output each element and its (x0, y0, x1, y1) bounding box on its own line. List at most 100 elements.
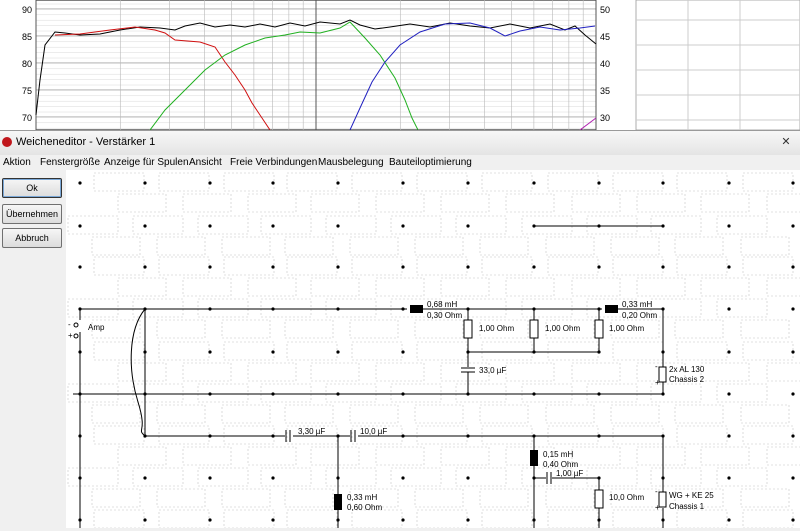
wires (73, 225, 664, 528)
grid-cell (414, 404, 464, 424)
grid-cell (351, 341, 403, 361)
speaker-chassis1[interactable] (658, 491, 667, 508)
grid-cell (91, 404, 141, 424)
grid-cell (521, 215, 573, 235)
grid-cell (676, 341, 728, 361)
capacitor-c3[interactable] (350, 430, 356, 442)
amp-minus-sign: - (68, 320, 71, 329)
chassis2-name: 2x AL 130 (669, 365, 705, 374)
grid-node (271, 350, 275, 354)
ok-button[interactable]: Ok (2, 178, 62, 198)
chassis1-plus-sign: + (655, 503, 660, 512)
grid-cell (91, 319, 141, 339)
apply-button[interactable]: Übernehmen (2, 204, 62, 224)
grid-cell (197, 215, 249, 235)
l2-resistance: 0,20 Ohm (622, 311, 657, 320)
grid-cell (349, 319, 399, 339)
inductor-l3[interactable] (530, 450, 538, 466)
grid-cell (742, 509, 794, 529)
grid-node (336, 265, 340, 269)
menu-bauteiloptimierung[interactable]: Bauteiloptimierung (389, 157, 472, 168)
app-icon (2, 137, 12, 147)
schematic-canvas[interactable]: - + Amp 0,68 mH 0,30 Ohm 0,33 mH 0,20 Oh… (66, 170, 800, 531)
grid-node (727, 265, 731, 269)
grid-node (208, 224, 212, 228)
menu-fenstergroesse[interactable]: Fenstergröße (40, 157, 101, 168)
plot-grid (35, 0, 597, 130)
chassis2-label: Chassis 2 (669, 375, 705, 384)
grid-cell (349, 404, 399, 424)
inductor-l4[interactable] (334, 494, 342, 510)
amp-plus-sign: + (68, 331, 73, 340)
grid-cell (547, 425, 599, 445)
grid-node (143, 265, 147, 269)
grid-cell (455, 298, 507, 318)
grid-cell (286, 509, 338, 529)
capacitor-c4[interactable] (546, 472, 552, 484)
grid-cell (221, 488, 271, 508)
capacitor-c2[interactable] (285, 430, 291, 442)
grid-cell (742, 341, 794, 361)
grid-cell (93, 509, 145, 529)
inductor-l2[interactable] (605, 305, 618, 313)
grid-cell (766, 277, 800, 297)
grid-cell (455, 467, 507, 487)
grid-cell (416, 256, 468, 276)
menu-anzeige-fuer-spulen[interactable]: Anzeige für Spulen (104, 157, 189, 168)
speaker-chassis2[interactable] (658, 366, 667, 383)
chassis1-name: WG + KE 25 (669, 491, 714, 500)
menu-aktion[interactable]: Aktion (3, 157, 31, 168)
grid-cell (223, 425, 275, 445)
grid-cell (674, 236, 724, 256)
crossover-schematic[interactable]: - + Amp 0,68 mH 0,30 Ohm 0,33 mH 0,20 Oh… (66, 170, 800, 531)
grid-cell (766, 193, 800, 213)
menu-freie-verbindungen[interactable]: Freie Verbindungen (230, 157, 318, 168)
grid-cell (586, 298, 638, 318)
grid-cell (132, 467, 184, 487)
grid-cell (247, 277, 297, 297)
resistor-r4[interactable] (594, 489, 604, 509)
grid-node (791, 392, 795, 396)
amp-label: Amp (88, 323, 105, 332)
grid-node (208, 181, 212, 185)
grid-node (401, 518, 405, 522)
grid-cell (158, 425, 210, 445)
resistor-r3[interactable] (594, 319, 604, 339)
grid-node (661, 181, 665, 185)
resistor-r1[interactable] (463, 319, 473, 339)
grid-cell (416, 509, 468, 529)
menu-mausbelegung[interactable]: Mausbelegung (318, 157, 384, 168)
woofer-response-curve (54, 26, 271, 131)
grid-cell (545, 488, 595, 508)
grid-cell (247, 193, 297, 213)
midrange-response-curve (149, 21, 419, 131)
grid-cell (740, 319, 790, 339)
grid-cell (742, 425, 794, 445)
grid-node (143, 224, 147, 228)
grid-cell (117, 193, 167, 213)
grid-cell (650, 215, 702, 235)
grid-cell (67, 298, 119, 318)
grid-cell (132, 215, 184, 235)
grid-cell (349, 236, 399, 256)
grid-cell (674, 319, 724, 339)
grid-cell (716, 383, 768, 403)
amp-terminal: - + Amp (68, 320, 105, 340)
grid-cell (197, 467, 249, 487)
grid-cells (67, 172, 800, 531)
grid-node (727, 307, 731, 311)
cancel-button[interactable]: Abbruch (2, 228, 62, 248)
capacitor-c1[interactable] (461, 367, 475, 373)
l2-value: 0,33 mH (622, 300, 652, 309)
grid-cell (610, 404, 660, 424)
grid-cell (284, 236, 334, 256)
menu-ansicht[interactable]: Ansicht (189, 157, 222, 168)
window-titlebar[interactable]: Weicheneditor - Verstärker 1 ✕ (0, 130, 800, 156)
resistor-r2[interactable] (529, 319, 539, 339)
grid-node (271, 181, 275, 185)
grid-node (791, 518, 795, 522)
inductor-l1[interactable] (410, 305, 423, 313)
grid-cell (182, 277, 232, 297)
grid-cell (716, 215, 768, 235)
close-icon[interactable]: ✕ (781, 136, 791, 148)
